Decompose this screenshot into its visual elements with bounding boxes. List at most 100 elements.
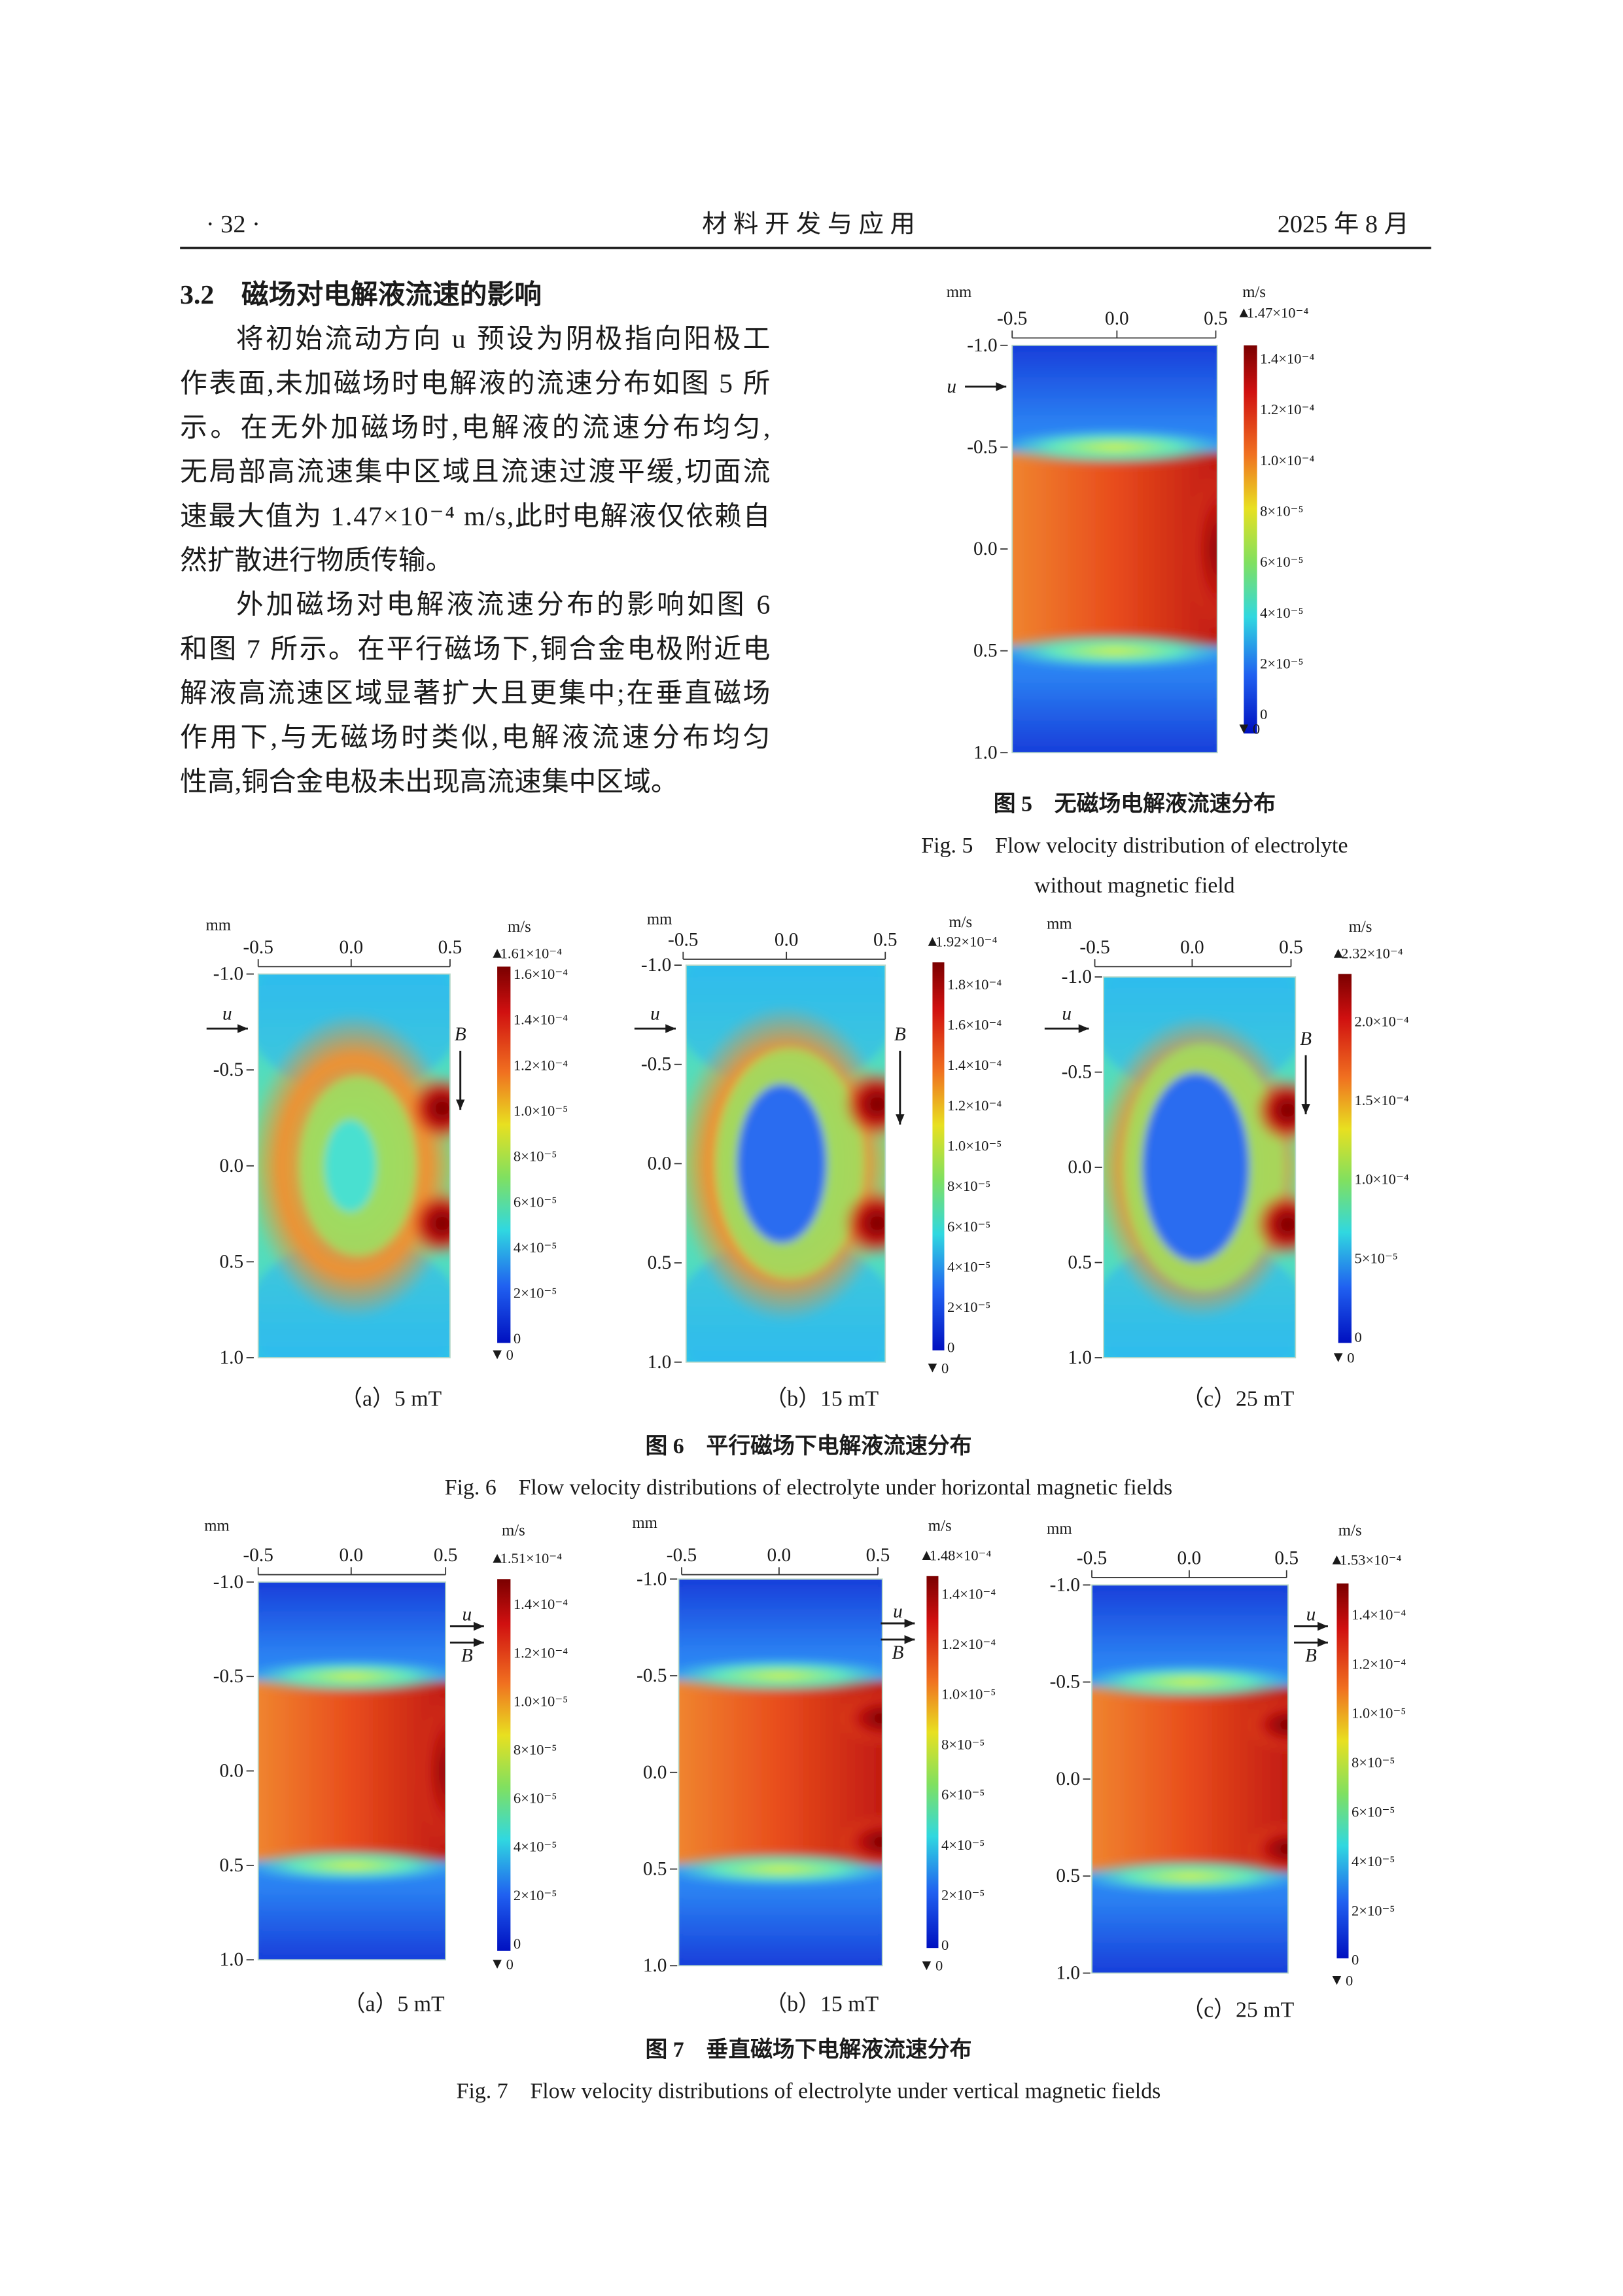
y-tick-label: 0.0 <box>973 539 998 559</box>
center-region <box>737 1084 827 1243</box>
y-tick-label: 0.0 <box>220 1156 244 1176</box>
colorbar-tick-label: 1.5×10⁻⁴ <box>1354 1092 1408 1108</box>
flow-label: u <box>1062 1003 1072 1024</box>
issue-date: 2025 年 8 月 <box>1278 210 1409 238</box>
x-tick-label: 0.5 <box>1204 308 1228 329</box>
colorbar-max: 1.92×10⁻⁴ <box>935 933 998 949</box>
y-tick-label: -0.5 <box>1062 1062 1092 1083</box>
colorbar-tick-label: 8×10⁻⁵ <box>1352 1754 1395 1771</box>
max-marker <box>493 1553 502 1563</box>
colorbar-tick-label: 4×10⁻⁵ <box>1260 605 1303 621</box>
min-marker <box>1332 1976 1342 1985</box>
colorbar-tick-label: 4×10⁻⁵ <box>941 1837 985 1853</box>
panel-label: （c）25 mT <box>1181 1386 1294 1411</box>
y-tick-label: 0.0 <box>643 1762 667 1783</box>
colorbar <box>1244 345 1257 733</box>
colorbar-tick-label: 2×10⁻⁵ <box>514 1887 557 1903</box>
heatmap <box>258 1581 446 1960</box>
y-tick-label: -1.0 <box>967 335 997 356</box>
colorbar-tick-label: 6×10⁻⁵ <box>947 1218 990 1235</box>
colorbar-min: 0 <box>1347 1349 1354 1366</box>
velocity-spot <box>837 1691 882 1746</box>
colorbar-tick-label: 1.4×10⁻⁴ <box>947 1057 1002 1073</box>
heatmap <box>678 1579 882 1966</box>
figure-panel: mm -0.5 0.0 0.5 -1.0 -0.5 0.0 0.5 1.0 m/s 1.92×10⁻… <box>634 911 1002 1411</box>
y-tick-label: 0.0 <box>220 1761 244 1782</box>
y-tick-label: 0.5 <box>973 641 998 662</box>
x-tick-label: -0.5 <box>1077 1548 1107 1569</box>
panel-label: （b）15 mT <box>765 1991 879 2016</box>
x-tick-label: 0.5 <box>438 937 462 958</box>
y-tick-label: -0.5 <box>641 1054 671 1075</box>
paragraph-line: 然扩散进行物质传输。 <box>180 545 453 576</box>
colorbar <box>1338 974 1352 1343</box>
colorbar <box>932 962 945 1351</box>
x-tick-label: -0.5 <box>1079 937 1109 958</box>
colorbar-tick-label: 0 <box>941 1937 949 1953</box>
colorbar-tick-label: 1.6×10⁻⁴ <box>947 1017 1002 1033</box>
flow-label: u <box>650 1003 660 1024</box>
figure-caption-zh: 图 7 垂直磁场下电解液流速分布 <box>646 2037 972 2062</box>
x-tick-label: 0.0 <box>767 1545 792 1566</box>
figure-caption-en: without magnetic field <box>1034 874 1234 898</box>
figure-panel: mm -0.5 0.0 0.5 -1.0 -0.5 0.0 0.5 1.0 m/s 2.32×10⁻… <box>1044 915 1409 1411</box>
paragraph-line: 作用下,与无磁场时类似,电解液流速分布均匀 <box>180 723 770 753</box>
x-tick-label: -0.5 <box>243 937 273 958</box>
colorbar-tick-label: 1.6×10⁻⁴ <box>514 966 568 982</box>
colorbar-tick-label: 4×10⁻⁵ <box>947 1258 990 1275</box>
paragraph-line: 速最大值为 1.47×10⁻⁴ m/s,此时电解液仅依赖自 <box>180 501 770 531</box>
center-region <box>324 1120 377 1212</box>
colorbar-unit: m/s <box>1349 918 1372 936</box>
colorbar <box>497 966 511 1343</box>
colorbar-tick-label: 1.2×10⁻⁴ <box>947 1097 1002 1114</box>
heatmap-field <box>686 965 886 1362</box>
colorbar-tick-label: 8×10⁻⁵ <box>1260 503 1303 520</box>
colorbar-min: 0 <box>506 1347 514 1363</box>
y-tick-label: 0.5 <box>1056 1865 1080 1886</box>
x-tick-label: -0.5 <box>997 308 1027 329</box>
min-marker <box>928 1364 937 1373</box>
plot-frame <box>257 1581 447 1961</box>
x-tick-label: 0.0 <box>1178 1548 1202 1569</box>
paragraph-line: 解液高流速区域显著扩大且更集中;在垂直磁场 <box>180 679 770 709</box>
flow-label: u <box>893 1601 903 1622</box>
y-tick-label: 1.0 <box>973 742 998 763</box>
colorbar-min: 0 <box>935 1958 943 1974</box>
colorbar-tick-label: 1.4×10⁻⁴ <box>1260 351 1314 367</box>
colorbar-tick-label: 1.4×10⁻⁴ <box>941 1585 996 1602</box>
colorbar-unit: m/s <box>502 1521 525 1539</box>
flow-label: u <box>947 376 956 397</box>
x-unit: mm <box>1047 1520 1072 1538</box>
colorbar-max: 1.51×10⁻⁴ <box>500 1550 563 1566</box>
x-tick-label: 0.5 <box>1279 937 1303 958</box>
colorbar-unit: m/s <box>1338 1521 1362 1539</box>
plot-frame <box>1011 344 1218 754</box>
page-number: · 32 · <box>206 211 260 238</box>
colorbar-tick-label: 0 <box>1260 706 1267 722</box>
colorbar-tick-label: 1.0×10⁻⁵ <box>1352 1705 1406 1722</box>
x-unit: mm <box>947 283 972 301</box>
y-tick-label: -1.0 <box>213 1572 243 1593</box>
x-tick-label: 0.5 <box>1274 1548 1299 1569</box>
colorbar-tick-label: 4×10⁻⁵ <box>514 1239 557 1256</box>
y-tick-label: 1.0 <box>648 1352 672 1373</box>
plot-frame <box>257 973 451 1358</box>
field-label: B <box>894 1024 906 1045</box>
x-tick-label: 0.5 <box>434 1545 458 1566</box>
colorbar-max: 1.53×10⁻⁴ <box>1340 1551 1402 1568</box>
colorbar-tick-label: 1.4×10⁻⁴ <box>1352 1606 1406 1623</box>
min-marker <box>1333 1353 1343 1362</box>
figure-caption-zh: 图 5 无磁场电解液流速分布 <box>994 792 1276 817</box>
high-velocity-band <box>258 1680 446 1862</box>
journal-name: 材 料 开 发 与 应 用 <box>702 210 915 238</box>
colorbar-tick-label: 6×10⁻⁵ <box>941 1786 985 1803</box>
figure-panel: mm -0.5 0.0 0.5 -1.0 -0.5 0.0 0.5 1.0 m/s 1.53×10⁻… <box>1047 1520 1406 2022</box>
heatmap <box>1092 1585 1289 1973</box>
y-tick-label: 0.5 <box>220 1855 244 1876</box>
paragraph-line: 作表面,未加磁场时电解液的流速分布如图 5 所 <box>180 368 770 398</box>
center-region <box>1142 1072 1249 1262</box>
colorbar-min: 0 <box>506 1956 514 1972</box>
y-tick-label: 0.5 <box>648 1252 672 1273</box>
colorbar-max: 1.48×10⁻⁴ <box>930 1547 992 1564</box>
heatmap-field <box>678 1579 882 1966</box>
